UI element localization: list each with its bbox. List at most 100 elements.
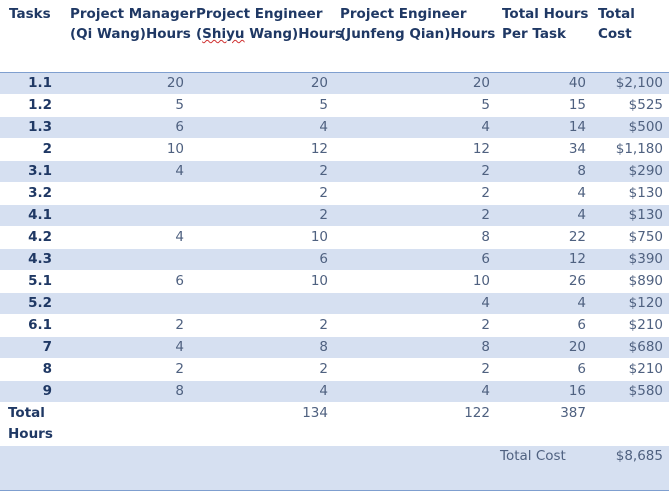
pm-hours-cell: 10 xyxy=(64,138,190,161)
pe2-hours-cell: 6 xyxy=(334,248,496,271)
total-hours-label-line1: Total xyxy=(8,405,45,421)
total-hours-cell: 16 xyxy=(496,380,592,403)
cost-cell: $500 xyxy=(592,116,669,139)
header-pm-line2: (Qi Wang)Hours xyxy=(70,26,191,42)
total-row-cost-empty xyxy=(592,402,669,446)
task-cell: 9 xyxy=(0,380,64,403)
pe1-hours-cell: 4 xyxy=(190,380,334,403)
pe1-hours-cell: 12 xyxy=(190,138,334,161)
header-pe1-rest: Wang)Hours xyxy=(244,26,344,42)
header-tasks: Tasks xyxy=(0,0,64,73)
cost-row-empty-3 xyxy=(190,445,334,491)
pm-hours-cell xyxy=(64,292,190,315)
cost-cell: $890 xyxy=(592,270,669,293)
table-row: 8 2 2 2 6 $210 xyxy=(0,358,669,381)
pm-hours-cell: 4 xyxy=(64,160,190,183)
cost-cell: $390 xyxy=(592,248,669,271)
header-pe1-line2: (Shiyu Wang)Hours xyxy=(196,24,343,44)
cost-cell: $130 xyxy=(592,204,669,227)
pm-hours-cell xyxy=(64,182,190,205)
pm-hours-cell: 4 xyxy=(64,336,190,359)
cost-cell: $750 xyxy=(592,226,669,249)
total-hours-cell: 6 xyxy=(496,314,592,337)
pe2-hours-cell: 2 xyxy=(334,358,496,381)
task-cell: 3.1 xyxy=(0,160,64,183)
task-cell: 5.2 xyxy=(0,292,64,315)
header-pe1-line1: Project Engineer xyxy=(196,6,323,22)
task-cell: 5.1 xyxy=(0,270,64,293)
total-hours-cell: 12 xyxy=(496,248,592,271)
pe2-hours-cell: 4 xyxy=(334,116,496,139)
task-cell: 1.1 xyxy=(0,72,64,95)
pe1-hours-cell: 2 xyxy=(190,160,334,183)
cost-cell: $130 xyxy=(592,182,669,205)
table-row: 9 8 4 4 16 $580 xyxy=(0,380,669,403)
total-hours-label: Total Hours xyxy=(0,402,64,446)
cost-cell: $2,100 xyxy=(592,72,669,95)
pe2-hours-cell: 2 xyxy=(334,182,496,205)
header-cost-line1: Total xyxy=(598,6,635,22)
header-project-engineer-2: Project Engineer (Junfeng Qian)Hours xyxy=(334,0,496,73)
task-cell: 1.2 xyxy=(0,94,64,117)
header-cost-line2: Cost xyxy=(598,26,632,42)
pe1-hours-cell: 20 xyxy=(190,72,334,95)
task-cell: 4.2 xyxy=(0,226,64,249)
pe1-hours-cell: 2 xyxy=(190,314,334,337)
cost-row-empty-2 xyxy=(64,445,190,491)
table-body: 1.1 20 20 20 40 $2,100 1.2 5 5 5 15 $525… xyxy=(0,72,669,491)
header-pe2-line2: (Junfeng Qian)Hours xyxy=(340,26,496,42)
pm-hours-cell: 8 xyxy=(64,380,190,403)
pe1-hours-cell xyxy=(190,292,334,315)
table-row: 5.2 4 4 $120 xyxy=(0,292,669,315)
header-total-hours: Total Hours Per Task xyxy=(496,0,592,73)
pm-hours-cell: 6 xyxy=(64,116,190,139)
pe2-hours-cell: 2 xyxy=(334,204,496,227)
pm-hours-cell: 5 xyxy=(64,94,190,117)
total-cost-label: Total Cost xyxy=(496,445,592,491)
table-row: 1.2 5 5 5 15 $525 xyxy=(0,94,669,117)
table-row: 7 4 8 8 20 $680 xyxy=(0,336,669,359)
pe1-hours-cell: 2 xyxy=(190,204,334,227)
header-total-line2: Per Task xyxy=(502,26,566,42)
table-row: 4.1 2 2 4 $130 xyxy=(0,204,669,227)
pe2-hours-cell: 2 xyxy=(334,314,496,337)
header-pe2-line1: Project Engineer xyxy=(340,6,467,22)
task-cell: 2 xyxy=(0,138,64,161)
pm-hours-cell xyxy=(64,248,190,271)
total-hours-cell: 22 xyxy=(496,226,592,249)
pe2-hours-cell: 12 xyxy=(334,138,496,161)
pe1-hours-cell: 10 xyxy=(190,270,334,293)
total-hours-label-line2: Hours xyxy=(8,426,53,442)
task-cell: 4.1 xyxy=(0,204,64,227)
pe2-hours-cell: 8 xyxy=(334,336,496,359)
total-all-hours: 387 xyxy=(496,402,592,446)
pe1-hours-cell: 6 xyxy=(190,248,334,271)
pm-hours-cell: 6 xyxy=(64,270,190,293)
total-hours-cell: 6 xyxy=(496,358,592,381)
pe2-hours-cell: 8 xyxy=(334,226,496,249)
cost-cell: $210 xyxy=(592,358,669,381)
pe1-hours-cell: 10 xyxy=(190,226,334,249)
total-hours-cell: 40 xyxy=(496,72,592,95)
task-cell: 8 xyxy=(0,358,64,381)
table-row: 2 10 12 12 34 $1,180 xyxy=(0,138,669,161)
pm-hours-cell: 2 xyxy=(64,358,190,381)
header-total-cost: Total Cost xyxy=(592,0,669,73)
total-hours-cell: 34 xyxy=(496,138,592,161)
table-row: 4.2 4 10 8 22 $750 xyxy=(0,226,669,249)
pe2-hours-cell: 5 xyxy=(334,94,496,117)
total-hours-cell: 26 xyxy=(496,270,592,293)
table-row: 1.3 6 4 4 14 $500 xyxy=(0,116,669,139)
header-pm-line1: Project Manager xyxy=(70,6,196,22)
total-cost-value: $8,685 xyxy=(592,445,669,491)
header-row: Tasks Project Manager (Qi Wang)Hours Pro… xyxy=(0,0,669,73)
total-pe2-hours: 122 xyxy=(334,402,496,446)
table-row: 5.1 6 10 10 26 $890 xyxy=(0,270,669,293)
table-row: 1.1 20 20 20 40 $2,100 xyxy=(0,72,669,95)
pe2-hours-cell: 10 xyxy=(334,270,496,293)
header-tasks-label: Tasks xyxy=(9,6,51,22)
pe1-hours-cell: 8 xyxy=(190,336,334,359)
header-total-line1: Total Hours xyxy=(502,6,589,22)
